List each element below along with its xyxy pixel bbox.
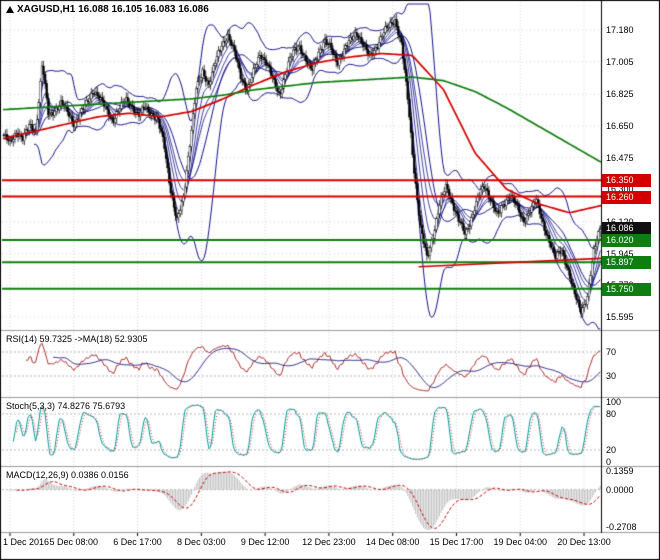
price-tick-label: 17.005 bbox=[606, 56, 634, 67]
time-axis-label: 15 Dec 17:00 bbox=[429, 537, 484, 547]
time-axis-label: 5 Dec 08:00 bbox=[49, 537, 99, 547]
time-axis-label: 8 Dec 03:00 bbox=[177, 537, 226, 547]
rsi-panel-label: RSI(14) 59.7325 ->MA(18) 52.9305 bbox=[6, 334, 148, 344]
time-axis-label: 14 Dec 08:00 bbox=[365, 537, 420, 547]
macd-level-label: 0.1359 bbox=[606, 466, 634, 476]
price-badge: 15.750 bbox=[602, 282, 651, 296]
chart-icon bbox=[6, 6, 14, 13]
price-badge: 16.086 bbox=[602, 222, 651, 235]
stoch-level-label: 80 bbox=[606, 409, 617, 419]
time-axis-label: 1 Dec 2016 bbox=[3, 537, 50, 547]
price-tick-label: 17.180 bbox=[606, 25, 634, 35]
stoch-panel-label: Stoch(5,3,3) 74.8276 75.6793 bbox=[6, 401, 126, 411]
time-axis-label: 19 Dec 04:00 bbox=[493, 537, 548, 547]
macd-panel-label: MACD(12,26,9) 0.0386 0.0156 bbox=[6, 470, 129, 480]
price-tick-label: 15.945 bbox=[606, 248, 634, 259]
stoch-level-label: 20 bbox=[606, 445, 617, 455]
price-tick-label: 16.475 bbox=[606, 152, 634, 163]
chart-title: XAGUSD,H1 16.088 16.105 16.083 16.086 bbox=[17, 4, 209, 15]
price-tick-label: 15.595 bbox=[606, 311, 634, 322]
rsi-level-label: 70 bbox=[606, 347, 617, 357]
time-axis-label: 12 Dec 23:00 bbox=[302, 537, 356, 547]
time-axis-label: 6 Dec 17:00 bbox=[113, 537, 162, 547]
price-badge: 16.260 bbox=[602, 190, 651, 204]
price-tick-label: 16.650 bbox=[606, 120, 634, 131]
rsi-level-label: 30 bbox=[606, 371, 617, 381]
price-tick-label: 16.120 bbox=[606, 217, 634, 227]
macd-level-label: -0.2708 bbox=[606, 521, 637, 532]
time-axis-label: 9 Dec 12:00 bbox=[240, 537, 290, 547]
price-badge: 15.897 bbox=[602, 256, 651, 270]
macd-level-label: 0.0000 bbox=[606, 484, 634, 495]
time-axis-label: 20 Dec 13:00 bbox=[557, 537, 611, 547]
price-badge: 16.020 bbox=[602, 233, 651, 247]
price-tick-label: 16.825 bbox=[606, 89, 634, 100]
price-badge: 16.350 bbox=[602, 174, 651, 188]
price-tick-label: 16.300 bbox=[606, 184, 634, 195]
stoch-level-label: 0 bbox=[606, 457, 612, 467]
stoch-level-label: 100 bbox=[606, 397, 622, 407]
